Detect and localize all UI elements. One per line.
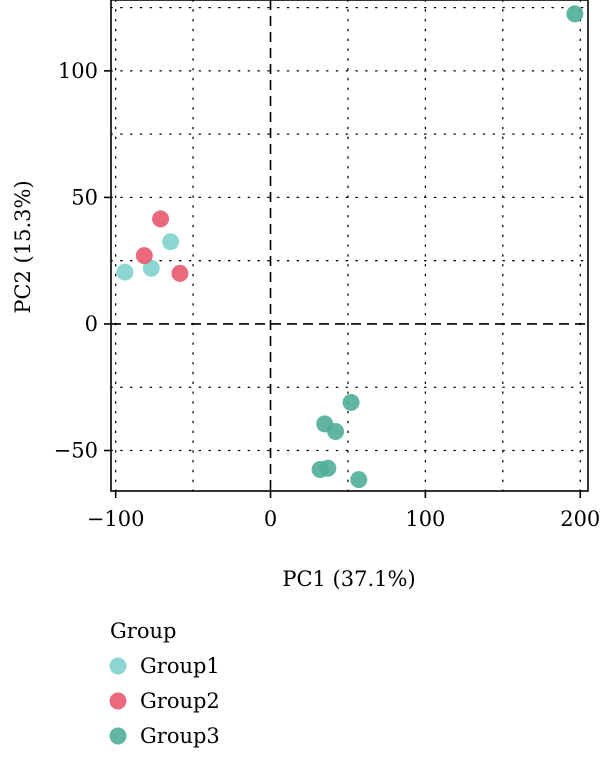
legend-item-group3: Group3 bbox=[109, 724, 220, 748]
x-tick-label: 0 bbox=[264, 507, 277, 531]
series-group1 bbox=[116, 233, 180, 281]
y-tick-label: 50 bbox=[71, 185, 98, 209]
series-group3 bbox=[311, 5, 584, 489]
x-axis-title: PC1 (37.1%) bbox=[282, 567, 415, 591]
y-axis-title: PC2 (15.3%) bbox=[11, 180, 35, 313]
reference-lines bbox=[111, 0, 588, 491]
legend-title: Group bbox=[110, 619, 176, 643]
legend-item-group2: Group2 bbox=[109, 689, 220, 713]
legend-entries: Group1 Group2 Group3 bbox=[109, 654, 220, 748]
y-tick-label: 0 bbox=[85, 312, 98, 336]
data-point bbox=[350, 471, 368, 489]
legend-marker bbox=[109, 657, 127, 675]
data-point bbox=[116, 263, 134, 281]
legend-marker bbox=[109, 727, 127, 745]
x-tick-label: 100 bbox=[405, 507, 445, 531]
series-group2 bbox=[135, 210, 189, 282]
y-tick-label: −50 bbox=[54, 439, 98, 463]
legend-label: Group1 bbox=[140, 654, 220, 678]
y-tick-label: 100 bbox=[58, 59, 98, 83]
x-axis-ticks: −100 0 100 200 bbox=[87, 491, 600, 531]
data-point bbox=[142, 259, 160, 277]
legend-label: Group2 bbox=[140, 689, 220, 713]
data-point bbox=[171, 264, 189, 282]
x-tick-label: −100 bbox=[87, 507, 145, 531]
data-point bbox=[162, 233, 180, 251]
data-point bbox=[327, 423, 345, 441]
data-points bbox=[116, 5, 584, 489]
data-point bbox=[135, 247, 153, 265]
data-point bbox=[319, 459, 337, 477]
plot-border bbox=[110, 0, 589, 492]
grid-lines bbox=[110, 0, 589, 492]
legend: Group Group1 Group2 Group3 bbox=[109, 619, 220, 748]
data-point bbox=[566, 5, 584, 23]
legend-item-group1: Group1 bbox=[109, 654, 220, 678]
legend-label: Group3 bbox=[140, 724, 220, 748]
legend-marker bbox=[109, 692, 127, 710]
data-point bbox=[152, 210, 170, 228]
y-axis-ticks: −50 0 50 100 bbox=[54, 59, 111, 463]
data-point bbox=[342, 393, 360, 411]
x-tick-label: 200 bbox=[560, 507, 600, 531]
